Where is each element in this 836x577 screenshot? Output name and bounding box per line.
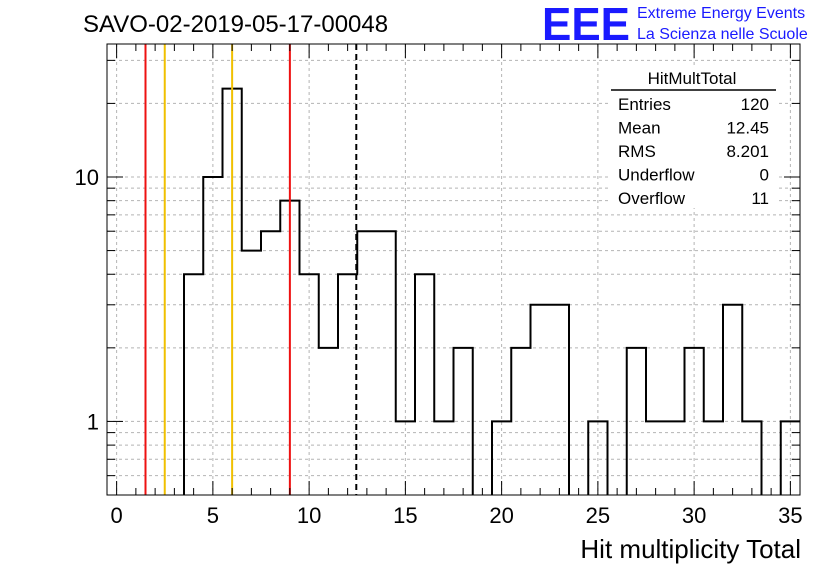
stats-row-value: 8.201 [726, 142, 769, 161]
run-title: SAVO-02-2019-05-17-00048 [83, 11, 388, 38]
stats-row-label: Overflow [618, 189, 686, 208]
logo-line-2: La Scienza nelle Scuole [637, 26, 808, 43]
logo-line-1: Extreme Energy Events [637, 5, 805, 22]
y-axis: 110 [75, 59, 800, 477]
eee-logo: EEE [542, 0, 630, 50]
x-tick-label: 5 [207, 503, 219, 528]
stats-row-value: 11 [751, 189, 769, 208]
y-tick-label: 10 [75, 165, 99, 190]
x-tick-label: 25 [586, 503, 610, 528]
stats-row-label: Underflow [618, 166, 695, 185]
histogram-outline [183, 87, 800, 495]
x-axis-label: Hit multiplicity Total [580, 534, 801, 564]
x-axis: 0 5 10 15 20 25 30 35 [111, 44, 803, 528]
x-tick-label: 35 [778, 503, 802, 528]
stats-row-label: Entries [618, 95, 671, 114]
stats-row-value: 0 [760, 166, 769, 185]
x-tick-label: 20 [489, 503, 513, 528]
x-tick-label: 30 [682, 503, 706, 528]
x-tick-label: 15 [393, 503, 417, 528]
stats-row-label: RMS [618, 142, 656, 161]
histogram-series [183, 87, 800, 495]
stats-row-value: 120 [741, 95, 769, 114]
x-tick-label: 0 [111, 503, 123, 528]
x-tick-label: 10 [297, 503, 321, 528]
stats-row-value: 12.45 [726, 119, 769, 138]
y-tick-label: 1 [87, 409, 99, 434]
stats-row-label: Mean [618, 119, 661, 138]
plot-frame [106, 43, 801, 496]
stats-title: HitMultTotal [648, 69, 737, 88]
marker-lines [144, 44, 358, 495]
stats-box: HitMultTotal Entries 120 Mean 12.45 RMS 8.201… [609, 66, 776, 208]
